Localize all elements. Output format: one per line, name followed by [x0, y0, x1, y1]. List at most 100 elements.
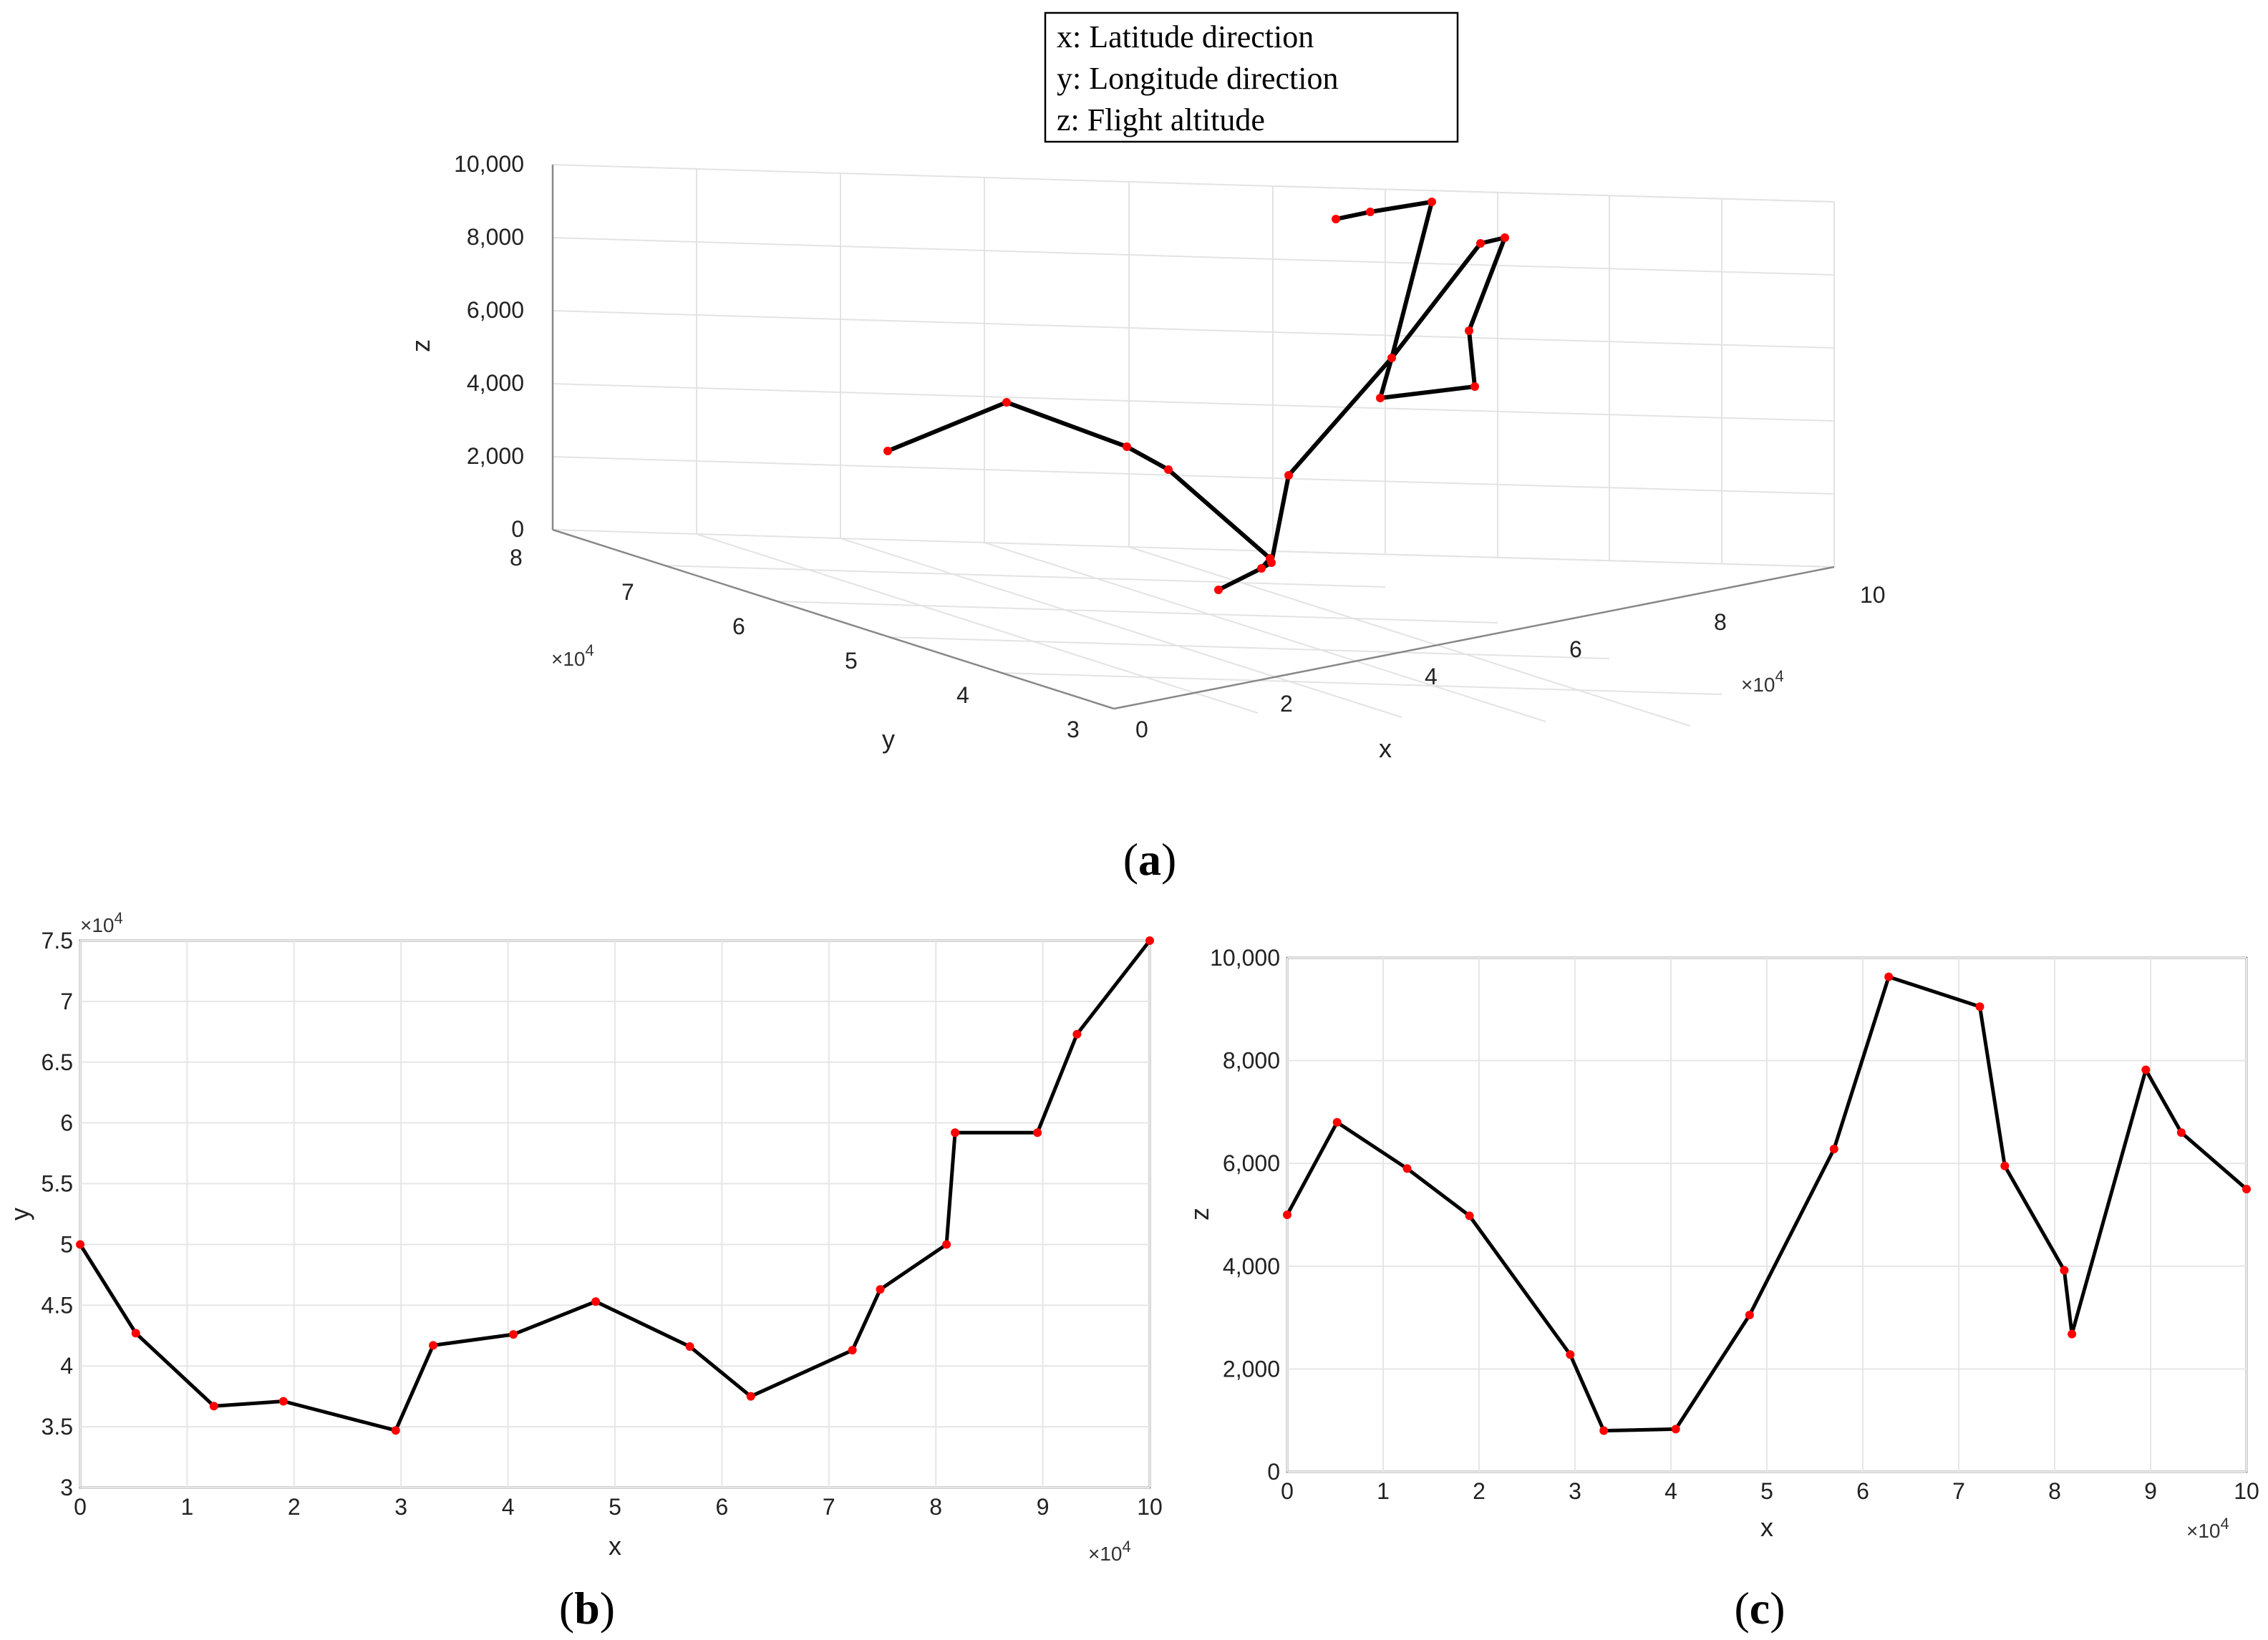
y-tick-label: 7.5 [42, 928, 73, 954]
legend: x: Latitude direction y: Longitude direc… [1044, 11, 1459, 143]
x-tick-label: 6 [716, 1494, 729, 1520]
x-axis-exponent: ×104 [1741, 667, 1784, 696]
data-point-marker [1599, 1426, 1609, 1435]
data-point-marker [1975, 1002, 1984, 1011]
legend-entry: z: Flight altitude [1057, 102, 1265, 137]
3d-trajectory [883, 198, 1509, 594]
data-point-marker [848, 1346, 857, 1355]
y-tick-label: 7 [60, 989, 73, 1014]
data-point-marker [951, 1128, 960, 1137]
data-point-marker [1376, 394, 1385, 402]
data-point-marker [876, 1285, 885, 1294]
z-axis-label: z [406, 339, 435, 352]
data-point-marker [1283, 1210, 1292, 1219]
data-point-marker [1501, 233, 1509, 242]
x-tick-label: 9 [1037, 1494, 1050, 1520]
x-tick-label: 5 [1760, 1478, 1773, 1504]
x-axis-ticks: 0 1 2 3 4 5 6 7 8 9 10 [1281, 1478, 2259, 1504]
data-point-marker [685, 1342, 694, 1352]
y-axis-ticks: 3 3.5 4 4.5 5 5.5 6 6.5 7 7.5 [42, 928, 73, 1500]
x-tick-label: 4 [1664, 1478, 1677, 1504]
panel-label-c: (c) [1734, 1583, 1785, 1634]
x-tick-label: 3 [394, 1494, 407, 1520]
x-axis-label: x [609, 1531, 621, 1561]
data-point-marker [1671, 1425, 1680, 1434]
x-tick-label: 4 [502, 1494, 515, 1520]
data-point-marker [1465, 326, 1473, 335]
data-point-marker [591, 1297, 601, 1306]
series-markers [76, 936, 1154, 1435]
data-point-marker [2242, 1185, 2251, 1194]
x-tick-label: 0 [1135, 717, 1148, 742]
x-tick-label: 5 [609, 1494, 621, 1520]
y-axis-label: y [5, 1208, 34, 1221]
data-point-marker [1745, 1311, 1754, 1320]
data-point-marker [391, 1426, 400, 1435]
data-point-marker [1284, 471, 1293, 480]
x-tick-label: 2 [288, 1494, 301, 1520]
z-tick-label: 8,000 [467, 224, 524, 250]
x-axis-exponent: ×104 [1088, 1538, 1131, 1565]
data-point-marker [1428, 198, 1436, 206]
legend-entry: y: Longitude direction [1057, 61, 1338, 96]
grid [79, 940, 1150, 1488]
data-point-marker [1164, 465, 1173, 474]
x-axis-label: x [1379, 734, 1392, 763]
data-point-marker [1829, 1145, 1838, 1154]
y-tick-label: 6,000 [1223, 1150, 1280, 1176]
panel-b-xy-plot: 0 1 2 3 4 5 6 7 8 9 10 3 3.5 4 4.5 5 5.5 6 6.5 7 7.5 ×104 ×… [5, 909, 1163, 1634]
data-point-marker [278, 1397, 288, 1406]
3d-trajectory-line [886, 200, 1507, 592]
y-tick-label: 4.5 [42, 1292, 73, 1318]
z-tick-label: 10,000 [454, 151, 524, 177]
y-tick-label: 4,000 [1223, 1253, 1280, 1279]
y-tick-label: 5.5 [42, 1171, 73, 1197]
x-tick-label: 0 [1281, 1478, 1294, 1504]
x-tick-label: 8 [1714, 609, 1727, 635]
data-point-marker [942, 1240, 951, 1249]
data-point-marker [1123, 442, 1131, 451]
z-tick-label: 6,000 [467, 297, 524, 323]
data-point-marker [1267, 558, 1276, 567]
data-point-marker [2060, 1266, 2069, 1275]
legend-entry: x: Latitude direction [1057, 19, 1314, 54]
y-tick-label: 3 [60, 1475, 73, 1500]
y-axis-label: y [882, 724, 895, 754]
z-axis-ticks: 10,000 8,000 6,000 4,000 2,000 0 [454, 151, 524, 542]
3d-trajectory-markers [883, 198, 1509, 594]
x-tick-label: 10 [1137, 1494, 1163, 1520]
3d-grid-floor [552, 529, 1835, 727]
y-tick-label: 10,000 [1210, 945, 1280, 971]
z-tick-label: 2,000 [467, 443, 524, 469]
y-axis-label: z [1185, 1208, 1214, 1221]
data-point-marker [1387, 354, 1396, 362]
data-point-marker [1465, 1211, 1474, 1221]
x-axis-exponent: ×104 [2186, 1515, 2229, 1542]
x-tick-label: 9 [2144, 1478, 2157, 1504]
3d-grid-right-wall [1272, 185, 1835, 568]
panel-a-3d-plot: 10,000 8,000 6,000 4,000 2,000 0 z 8 7 6… [406, 11, 1886, 885]
data-point-marker [1476, 239, 1485, 248]
data-point-marker [1332, 1117, 1342, 1127]
data-point-marker [509, 1330, 518, 1339]
x-tick-label: 7 [823, 1494, 835, 1520]
y-tick-label: 3.5 [42, 1414, 73, 1440]
x-tick-label: 0 [74, 1494, 87, 1520]
x-tick-label: 3 [1569, 1478, 1581, 1504]
data-point-marker [2000, 1161, 2010, 1170]
y-axis-ticks: 8 7 6 5 4 3 [510, 545, 1080, 742]
y-tick-label: 5 [845, 648, 858, 674]
data-point-marker [76, 1240, 84, 1249]
data-point-marker [1072, 1029, 1082, 1039]
y-tick-label: 5 [60, 1231, 73, 1257]
y-tick-label: 8 [510, 545, 523, 571]
data-point-marker [1884, 972, 1894, 981]
z-tick-label: 4,000 [467, 370, 524, 396]
panel-c-xz-plot: 0 1 2 3 4 5 6 7 8 9 10 0 2,000 4,000 6,000 8,000 10,000… [1185, 945, 2259, 1634]
panel-label-b: (b) [559, 1583, 615, 1634]
x-tick-label: 8 [2048, 1478, 2061, 1504]
x-tick-label: 2 [1280, 691, 1293, 717]
x-tick-label: 8 [929, 1494, 942, 1520]
data-point-marker [2068, 1329, 2077, 1339]
